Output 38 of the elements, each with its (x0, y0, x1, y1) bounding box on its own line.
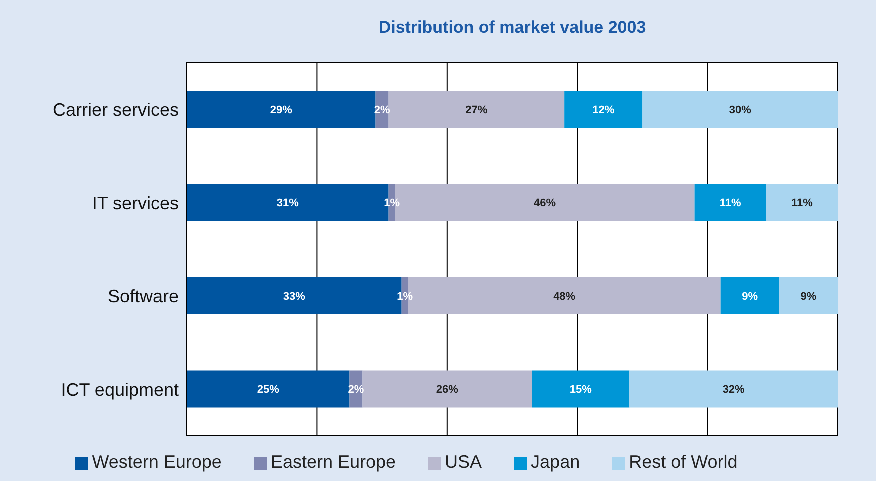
bar (694, 184, 766, 222)
legend-label: Eastern Europe (270, 452, 396, 472)
legend-label: Rest of World (629, 452, 738, 472)
bar (532, 370, 630, 408)
data-label: 27% (466, 104, 488, 116)
data-label: 46% (534, 198, 556, 210)
data-label: 29% (270, 104, 293, 116)
data-label: 30% (729, 104, 752, 116)
bar (630, 370, 838, 408)
bar (388, 90, 565, 128)
bar (720, 277, 780, 314)
legend-label: Japan (531, 452, 580, 472)
bar (362, 370, 532, 408)
legend-label: Western Europe (92, 452, 222, 472)
data-label: 32% (722, 384, 746, 396)
y-tick-label: Carrier services (52, 100, 179, 120)
bar (187, 370, 350, 408)
data-label: 12% (592, 104, 615, 116)
data-label: 11% (720, 198, 742, 210)
bar (564, 90, 643, 128)
data-label: 31% (276, 198, 300, 210)
y-tick-label: Software (108, 286, 179, 307)
y-tick-label: IT services (92, 193, 179, 214)
data-label: 48% (554, 290, 576, 303)
data-label: 15% (570, 384, 592, 396)
bar (642, 90, 838, 128)
data-label: 9% (742, 290, 758, 303)
data-label: 9% (800, 290, 817, 303)
data-label: 25% (257, 384, 280, 396)
data-label: 33% (283, 290, 306, 303)
data-label: 11% (791, 198, 814, 210)
chart-title: Distribution of market value 2003 (378, 18, 648, 38)
bar (779, 277, 838, 314)
bar (766, 184, 838, 222)
y-tick-label: ICT equipment (61, 380, 179, 400)
legend-label: USA (445, 452, 482, 472)
bar (187, 90, 376, 128)
data-label: 26% (436, 384, 459, 396)
